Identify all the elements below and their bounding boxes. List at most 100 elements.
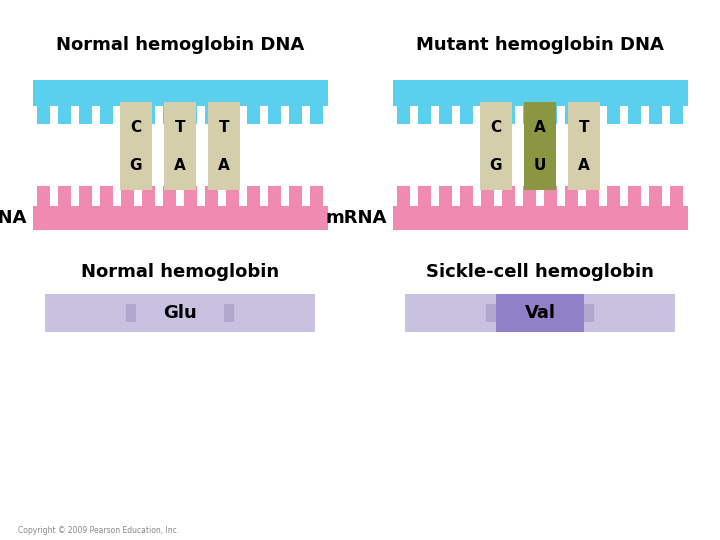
- Text: A: A: [534, 119, 546, 134]
- Bar: [205, 106, 218, 124]
- Bar: [502, 186, 515, 206]
- Bar: [502, 106, 515, 124]
- Bar: [405, 294, 675, 332]
- Polygon shape: [120, 102, 152, 152]
- Bar: [565, 106, 578, 124]
- Bar: [37, 186, 50, 206]
- Bar: [269, 186, 282, 206]
- Text: T: T: [579, 119, 589, 134]
- Bar: [226, 106, 239, 124]
- Bar: [459, 186, 473, 206]
- Text: G: G: [130, 158, 143, 172]
- Text: C: C: [490, 119, 502, 134]
- Bar: [247, 186, 261, 206]
- Bar: [99, 186, 113, 206]
- Bar: [136, 294, 224, 332]
- Bar: [523, 186, 536, 206]
- Bar: [126, 305, 136, 321]
- Polygon shape: [164, 125, 196, 190]
- Text: mRNA: mRNA: [0, 209, 27, 227]
- Bar: [142, 186, 155, 206]
- Bar: [584, 305, 594, 321]
- Bar: [205, 186, 218, 206]
- Text: T: T: [175, 119, 185, 134]
- Bar: [58, 106, 71, 124]
- Bar: [438, 186, 451, 206]
- Text: Normal hemoglobin: Normal hemoglobin: [81, 263, 279, 281]
- Text: A: A: [578, 158, 590, 172]
- Bar: [397, 106, 410, 124]
- Polygon shape: [164, 102, 196, 152]
- Text: Glu: Glu: [163, 304, 197, 322]
- Text: A: A: [174, 158, 186, 172]
- Bar: [481, 186, 494, 206]
- Bar: [607, 186, 621, 206]
- Text: Normal hemoglobin DNA: Normal hemoglobin DNA: [56, 36, 304, 54]
- Polygon shape: [524, 102, 556, 152]
- Bar: [78, 106, 91, 124]
- Bar: [586, 106, 599, 124]
- Bar: [629, 186, 642, 206]
- Polygon shape: [208, 102, 240, 152]
- Bar: [78, 186, 91, 206]
- Bar: [486, 305, 496, 321]
- Polygon shape: [480, 102, 512, 152]
- Bar: [649, 106, 662, 124]
- Bar: [163, 106, 176, 124]
- Text: Val: Val: [524, 304, 556, 322]
- Bar: [418, 186, 431, 206]
- Polygon shape: [480, 125, 512, 190]
- Bar: [544, 106, 557, 124]
- Bar: [629, 106, 642, 124]
- Text: Copyright © 2009 Pearson Education, Inc.: Copyright © 2009 Pearson Education, Inc.: [18, 526, 179, 535]
- Bar: [670, 186, 683, 206]
- Bar: [289, 106, 302, 124]
- Bar: [269, 106, 282, 124]
- Polygon shape: [120, 125, 152, 190]
- Bar: [418, 106, 431, 124]
- Bar: [670, 106, 683, 124]
- Bar: [121, 106, 134, 124]
- Bar: [649, 186, 662, 206]
- Bar: [496, 294, 584, 332]
- Bar: [142, 106, 155, 124]
- Bar: [224, 305, 234, 321]
- Bar: [397, 186, 410, 206]
- Bar: [163, 186, 176, 206]
- Bar: [392, 80, 688, 106]
- Bar: [481, 106, 494, 124]
- Bar: [565, 186, 578, 206]
- Text: Mutant hemoglobin DNA: Mutant hemoglobin DNA: [416, 36, 664, 54]
- Bar: [32, 206, 328, 230]
- Bar: [289, 186, 302, 206]
- Bar: [438, 106, 451, 124]
- Bar: [32, 80, 328, 106]
- Bar: [247, 106, 261, 124]
- Bar: [459, 106, 473, 124]
- Bar: [184, 106, 197, 124]
- Text: Sickle-cell hemoglobin: Sickle-cell hemoglobin: [426, 263, 654, 281]
- Text: U: U: [534, 158, 546, 172]
- Bar: [392, 206, 688, 230]
- Bar: [121, 186, 134, 206]
- Polygon shape: [208, 125, 240, 190]
- Polygon shape: [524, 125, 556, 190]
- Text: A: A: [218, 158, 230, 172]
- Bar: [310, 186, 323, 206]
- Text: T: T: [219, 119, 229, 134]
- Bar: [310, 106, 323, 124]
- Text: G: G: [490, 158, 503, 172]
- Text: C: C: [130, 119, 142, 134]
- Text: mRNA: mRNA: [325, 209, 387, 227]
- Bar: [99, 106, 113, 124]
- Bar: [586, 186, 599, 206]
- Polygon shape: [568, 125, 600, 190]
- Bar: [184, 186, 197, 206]
- Bar: [37, 106, 50, 124]
- Bar: [523, 106, 536, 124]
- Bar: [226, 186, 239, 206]
- Bar: [544, 186, 557, 206]
- Polygon shape: [568, 102, 600, 152]
- Bar: [607, 106, 621, 124]
- Bar: [45, 294, 315, 332]
